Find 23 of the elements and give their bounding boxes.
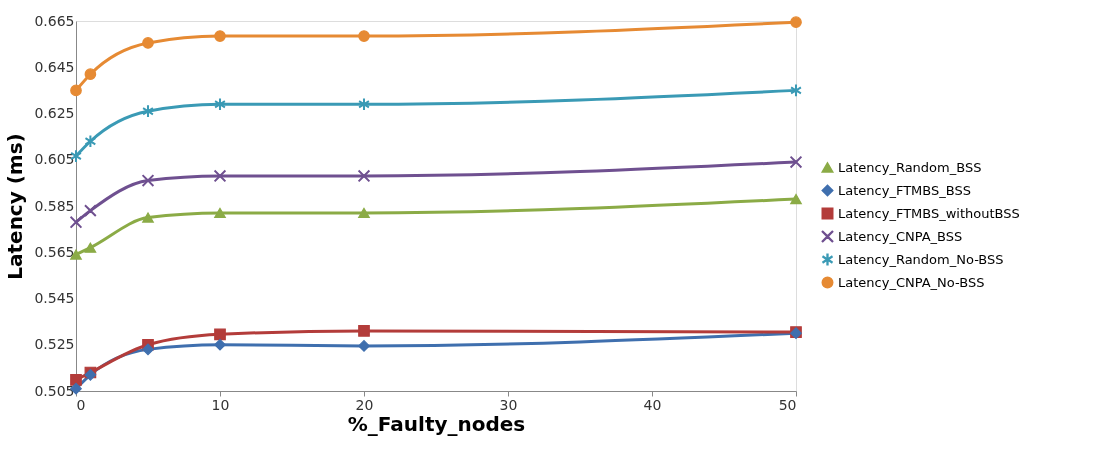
y-tick-label: 0.625 (34, 105, 75, 121)
legend-label: Latency_FTMBS_BSS (838, 182, 971, 198)
x-tick-label: 10 (211, 396, 230, 413)
legend-label: Latency_CNPA_BSS (838, 228, 963, 244)
x-tick-label: 20 (355, 396, 374, 413)
y-tick-label: 0.645 (34, 58, 75, 75)
y-tick-label: 0.545 (34, 290, 75, 306)
x-tick-label: 0 (76, 396, 86, 413)
legend-label: Latency_Random_No-BSS (838, 251, 1004, 267)
y-tick-label: 0.665 (34, 12, 75, 29)
x-tick-label: 30 (499, 396, 518, 413)
y-tick-label: 0.565 (34, 243, 75, 260)
y-tick-label: 0.585 (34, 197, 75, 214)
legend-label: Latency_FTMBS_withoutBSS (838, 205, 1020, 221)
x-tick-label: 50 (778, 396, 797, 413)
x-tick-label: 40 (643, 396, 662, 413)
y-tick-label: 0.605 (34, 151, 75, 168)
y-axis-title: Latency (ms) (3, 133, 28, 280)
legend-label: Latency_CNPA_No-BSS (838, 274, 985, 290)
legend-label: Latency_Random_BSS (838, 159, 982, 175)
y-tick-label: 0.525 (34, 336, 75, 353)
y-tick-label: 0.505 (34, 382, 75, 399)
x-axis-title: %_Faulty_nodes (347, 411, 526, 436)
